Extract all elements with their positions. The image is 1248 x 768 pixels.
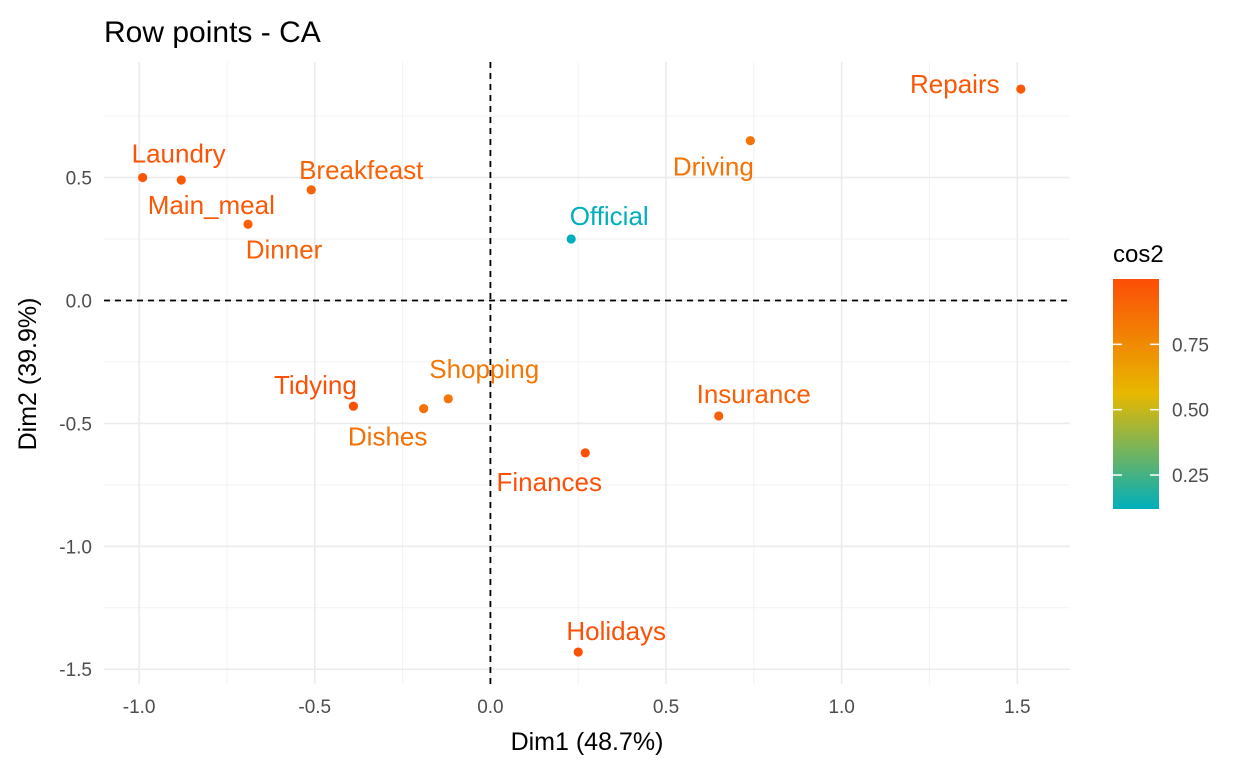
x-tick-label: -0.5 [298, 697, 331, 718]
label-dinner: Dinner [246, 234, 323, 264]
point-insurance [714, 411, 724, 421]
x-axis-ticks: -1.0 -0.5 0.0 0.5 1.0 1.5 [123, 697, 1031, 718]
legend-colorbar [1113, 279, 1159, 509]
point-breakfeast [306, 185, 316, 195]
label-laundry: Laundry [132, 139, 226, 169]
x-tick-label: 1.5 [1004, 697, 1030, 718]
label-dishes: Dishes [348, 422, 427, 452]
grid-minor [104, 62, 1070, 684]
point-finances [580, 448, 590, 458]
x-tick-label: -1.0 [123, 697, 156, 718]
legend-title: cos2 [1113, 241, 1164, 268]
y-tick-label: -1.5 [59, 660, 92, 681]
y-tick-label: 0.5 [66, 169, 92, 190]
data-points [138, 84, 1026, 657]
point-dishes [419, 404, 429, 414]
x-tick-label: 0.5 [653, 697, 679, 718]
label-tidying: Tidying [274, 370, 357, 400]
y-tick-label: -1.0 [59, 537, 92, 558]
point-official [566, 234, 576, 244]
point-holidays [573, 647, 583, 657]
x-axis-title: Dim1 (48.7%) [511, 728, 664, 756]
label-driving: Driving [673, 152, 754, 182]
x-tick-label: 1.0 [828, 697, 854, 718]
legend-tick-label: 0.50 [1172, 401, 1209, 422]
reference-lines [104, 62, 1070, 684]
label-breakfeast: Breakfeast [299, 155, 424, 185]
label-holidays: Holidays [566, 616, 666, 646]
point-repairs [1016, 84, 1026, 94]
label-official: Official [570, 201, 649, 231]
label-shopping: Shopping [429, 354, 539, 384]
legend-tick-label: 0.25 [1172, 466, 1209, 487]
point-dinner [243, 219, 253, 229]
legend-tick-label: 0.75 [1172, 335, 1209, 356]
label-insurance: Insurance [697, 379, 811, 409]
y-axis-title: Dim2 (39.9%) [14, 298, 42, 451]
point-laundry [138, 172, 148, 183]
point-tidying [348, 401, 359, 411]
y-tick-label: 0.0 [66, 291, 92, 312]
point-driving [745, 136, 755, 146]
y-axis-ticks: 0.5 0.0 -0.5 -1.0 -1.5 [59, 169, 92, 682]
legend: cos2 0.75 0.50 0.25 [1113, 241, 1209, 509]
legend-ticks: 0.75 0.50 0.25 [1113, 335, 1209, 487]
label-finances: Finances [496, 467, 602, 497]
point-shopping [443, 394, 453, 404]
y-tick-label: -0.5 [59, 414, 92, 435]
grid-major [104, 62, 1070, 684]
point-main-meal [176, 175, 186, 185]
x-tick-label: 0.0 [477, 697, 503, 718]
label-main-meal: Main_meal [148, 190, 275, 220]
point-labels: Laundry Main_meal Dinner Breakfeast Tidying D… [132, 69, 1000, 646]
chart-title: Row points - CA [104, 16, 321, 49]
label-repairs: Repairs [910, 69, 1000, 99]
